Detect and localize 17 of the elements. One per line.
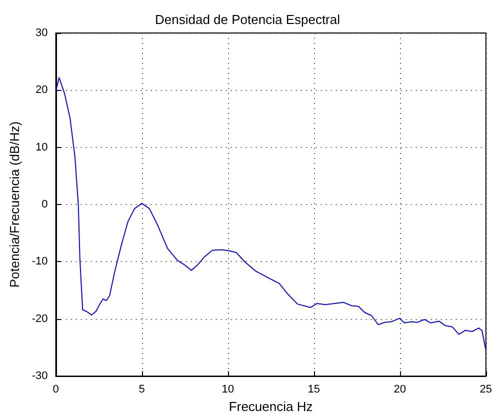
x-tick-label: 5 bbox=[138, 384, 145, 396]
y-tick-label: 10 bbox=[36, 141, 48, 154]
y-axis-title: Potencia/Frecuencia (dB/Hz) bbox=[7, 121, 22, 288]
y-tick-label: -30 bbox=[32, 370, 48, 382]
y-tick-label: 30 bbox=[36, 27, 48, 39]
y-tick-label: 0 bbox=[42, 198, 48, 211]
x-tick-label: 20 bbox=[394, 384, 406, 396]
x-tick-label: 10 bbox=[222, 384, 234, 396]
x-tick-label: 0 bbox=[52, 384, 59, 396]
x-axis-title: Frecuencia Hz bbox=[228, 399, 313, 414]
x-tick-label: 25 bbox=[480, 384, 492, 396]
y-tick-label: 20 bbox=[36, 84, 48, 96]
x-tick-label: 15 bbox=[308, 384, 320, 396]
y-tick-label: -20 bbox=[32, 312, 48, 325]
y-tick-label: -10 bbox=[32, 256, 48, 268]
line-series bbox=[55, 77, 486, 350]
chart-title: Densidad de Potencia Espectral bbox=[154, 12, 340, 27]
